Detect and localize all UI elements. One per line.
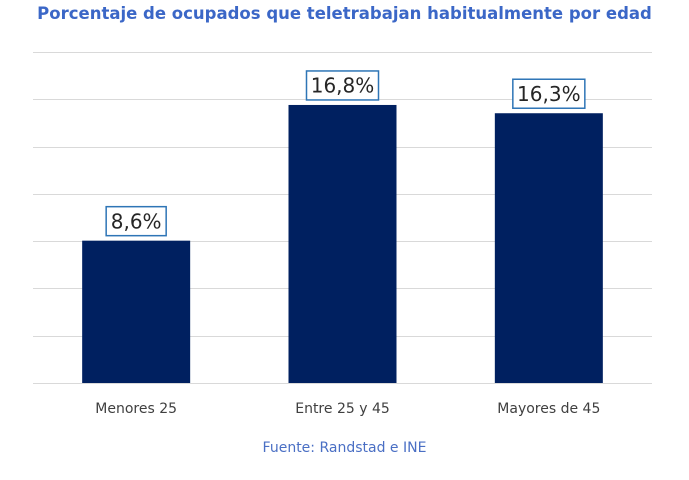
bars xyxy=(82,104,603,384)
x-tick-label-1: Menores 25 xyxy=(95,401,177,417)
x-tick-label-3: Mayores de 45 xyxy=(497,401,600,417)
data-label-box-2 xyxy=(305,70,380,101)
chart-title: Porcentaje de ocupados que teletrabajan … xyxy=(37,4,652,23)
x-axis-tick-labels: Menores 25 Entre 25 y 45 Mayores de 45 xyxy=(95,401,600,417)
data-labels: 8,6% 16,8% 16,3% xyxy=(105,70,586,237)
data-label-2: 16,8% xyxy=(311,74,375,98)
source-note: Fuente: Randstad e INE xyxy=(262,440,427,456)
bar-2 xyxy=(288,104,397,384)
bar-1 xyxy=(82,240,191,383)
data-label-1: 8,6% xyxy=(111,209,162,233)
data-label-box-1 xyxy=(105,205,167,237)
data-label-box-3 xyxy=(512,78,586,109)
bar-3 xyxy=(494,113,603,384)
x-tick-label-2: Entre 25 y 45 xyxy=(295,401,390,417)
data-label-3: 16,3% xyxy=(517,82,581,106)
